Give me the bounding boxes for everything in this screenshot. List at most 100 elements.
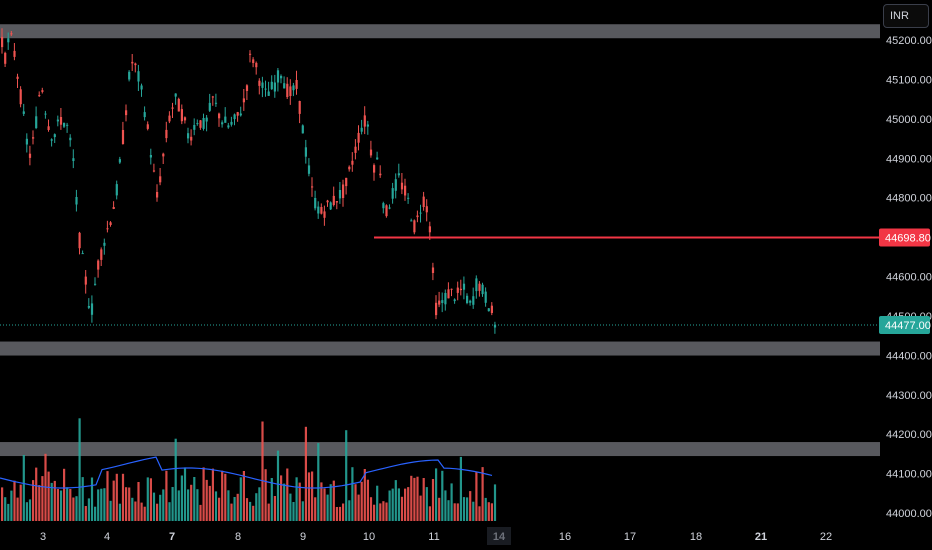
volume-bar xyxy=(456,503,459,521)
candle-body xyxy=(100,249,103,260)
candle-body xyxy=(385,205,388,217)
volume-bar xyxy=(462,497,466,521)
volume-bar xyxy=(348,500,351,521)
last-price-label: 44477.00 xyxy=(885,320,931,332)
volume-bar xyxy=(487,502,490,521)
volume-bar xyxy=(385,502,388,521)
volume-bar xyxy=(171,487,174,521)
volume-bar xyxy=(369,497,373,521)
volume-bar xyxy=(258,487,261,521)
candle-body xyxy=(146,124,149,129)
volume-bar xyxy=(425,487,428,521)
candle-body xyxy=(72,158,75,161)
time-tick-label: 18 xyxy=(690,531,702,543)
candle-body xyxy=(134,63,137,66)
candle-body xyxy=(152,170,156,172)
volume-bar xyxy=(180,475,183,521)
volume-bar xyxy=(109,500,112,521)
volume-bar xyxy=(118,503,121,521)
volume-bar xyxy=(94,506,97,521)
volume-bar xyxy=(187,489,190,521)
volume-bar xyxy=(146,477,149,521)
candle-body xyxy=(314,198,317,209)
candle-body xyxy=(438,300,441,305)
volume-bar xyxy=(13,480,16,521)
candle-body xyxy=(32,137,35,139)
volume-bar xyxy=(4,497,7,521)
volume-bar xyxy=(320,482,323,521)
volume-bar xyxy=(56,489,59,521)
volume-bar xyxy=(162,489,165,521)
candle-body xyxy=(1,36,4,48)
volume-bar xyxy=(481,467,484,521)
volume-bar xyxy=(273,496,276,521)
volume-bar xyxy=(72,497,75,521)
price-tick-label: 45200.00 xyxy=(886,35,932,47)
currency-selector-button[interactable]: INR xyxy=(883,4,929,28)
candle-body xyxy=(75,197,78,205)
volume-bar xyxy=(50,482,53,521)
candle-body xyxy=(261,82,264,88)
candle-body xyxy=(379,173,382,176)
candle-body xyxy=(242,98,245,103)
volume-bar xyxy=(242,471,245,521)
volume-bar xyxy=(342,503,345,521)
candle-body xyxy=(149,155,152,158)
candle-body xyxy=(13,50,16,57)
time-tick-label: 22 xyxy=(820,531,832,543)
candle-body xyxy=(326,200,329,203)
volume-bar xyxy=(459,456,462,521)
price-tick-label: 44400.00 xyxy=(886,350,932,362)
volume-bar xyxy=(53,480,56,521)
volume-bar xyxy=(376,485,379,521)
volume-bar xyxy=(149,478,152,521)
candle-body xyxy=(19,89,22,105)
candle-body xyxy=(196,123,199,125)
volume-bar xyxy=(196,489,199,521)
volume-bar xyxy=(286,468,289,521)
volume-bar xyxy=(131,497,134,521)
time-tick-label: 7 xyxy=(169,531,175,543)
candle-body xyxy=(369,149,373,156)
volume-bar xyxy=(152,492,156,521)
volume-bar xyxy=(239,477,242,521)
price-tick-label: 44800.00 xyxy=(886,193,932,205)
candle-body xyxy=(35,116,38,128)
volume-bar xyxy=(332,480,335,521)
volume-bar xyxy=(115,473,118,521)
candle-body xyxy=(97,260,100,270)
candle-body xyxy=(354,146,357,153)
candle-body xyxy=(183,117,187,121)
candle-body xyxy=(481,284,484,295)
volume-bar xyxy=(360,481,363,521)
candle-body xyxy=(320,207,323,214)
volume-bar xyxy=(298,482,301,521)
volume-bar xyxy=(345,430,348,521)
candle-body xyxy=(363,115,366,127)
candle-body xyxy=(280,75,283,79)
candle-body xyxy=(490,305,493,313)
price-tick-label: 44100.00 xyxy=(886,469,932,481)
candle-body xyxy=(462,283,466,290)
candle-body xyxy=(357,132,360,143)
volume-bar xyxy=(413,477,416,521)
candle-body xyxy=(56,119,59,122)
time-tick-label: 8 xyxy=(235,531,241,543)
candle-body xyxy=(270,81,273,90)
candle-body xyxy=(208,102,211,111)
candle-body xyxy=(428,226,431,233)
volume-bar xyxy=(276,450,280,521)
candle-body xyxy=(109,222,112,225)
volume-bar xyxy=(174,438,177,521)
volume-bar xyxy=(208,485,211,521)
volume-bar xyxy=(317,443,320,521)
candle-body xyxy=(394,179,397,191)
candle-body xyxy=(90,303,94,315)
volume-bar xyxy=(490,503,493,521)
volume-bar xyxy=(407,487,410,521)
candle-body xyxy=(323,211,326,218)
volume-bar xyxy=(280,475,283,521)
candle-body xyxy=(342,184,345,198)
volume-bar xyxy=(404,488,407,521)
